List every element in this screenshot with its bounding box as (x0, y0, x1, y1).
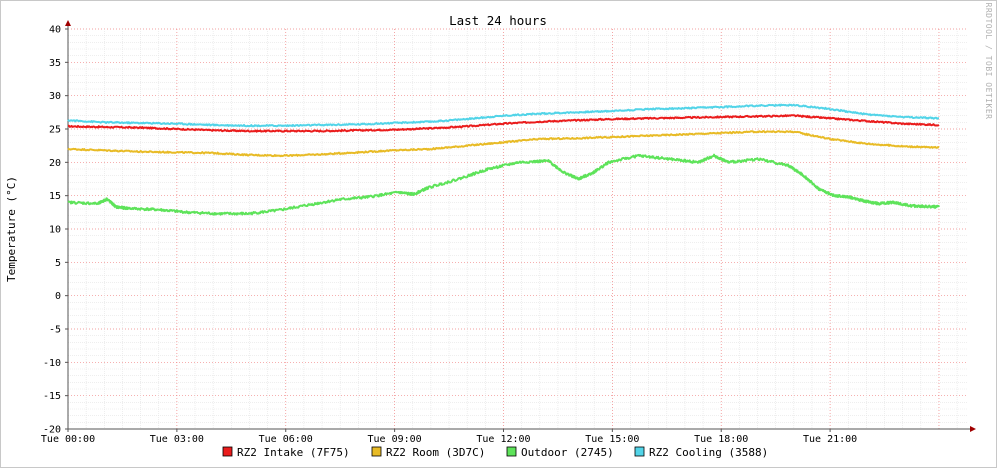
grid (67, 28, 968, 430)
series-lines (67, 103, 940, 216)
x-tick-label: Tue 21:00 (803, 434, 857, 445)
x-tick-label: Tue 03:00 (150, 434, 204, 445)
axes (65, 20, 976, 432)
legend-swatch (506, 446, 517, 457)
y-tick-label: -10 (43, 358, 61, 369)
chart-title: Last 24 hours (449, 13, 547, 28)
legend-swatch (371, 446, 382, 457)
y-tick-label: 20 (49, 158, 61, 169)
series-line (67, 114, 940, 133)
y-tick-label: 25 (49, 125, 61, 136)
y-tick-label: 30 (49, 91, 61, 102)
y-tick-label: 5 (55, 258, 61, 269)
y-axis-label: Temperature (°C) (5, 176, 18, 282)
x-tick-label: Tue 06:00 (259, 434, 313, 445)
legend-swatch (634, 446, 645, 457)
legend: RZ2 Intake (7F75) RZ2 Room (3D7C) Outdoor … (222, 446, 768, 459)
legend-entry: Outdoor (2745) (521, 446, 614, 459)
x-tick-label: Tue 12:00 (476, 434, 530, 445)
y-tick-label: -5 (49, 325, 61, 336)
y-tick-label: 10 (49, 225, 61, 236)
rrdtool-watermark: RRDTOOL / TOBI OETIKER (984, 3, 993, 120)
x-tick-label: Tue 00:00 (41, 434, 95, 445)
series-line (67, 103, 940, 128)
x-tick-labels: Tue 00:00 Tue 03:00 Tue 06:00 Tue 09:00 Tue … (41, 429, 857, 445)
series-line (67, 130, 940, 158)
series-line (67, 153, 940, 216)
y-tick-label: 40 (49, 25, 61, 36)
y-tick-label: 15 (49, 191, 61, 202)
legend-entry: RZ2 Cooling (3588) (649, 446, 768, 459)
y-tick-label: 0 (55, 291, 61, 302)
x-tick-label: Tue 09:00 (368, 434, 422, 445)
x-tick-label: Tue 18:00 (694, 434, 748, 445)
x-axis-arrow (970, 426, 976, 432)
y-tick-labels: 40 35 30 25 20 15 10 5 0 -5 -10 -15 -20 (43, 25, 68, 436)
x-tick-label: Tue 15:00 (585, 434, 639, 445)
legend-entry: RZ2 Room (3D7C) (386, 446, 485, 459)
y-tick-label: 35 (49, 58, 61, 69)
legend-entry: RZ2 Intake (7F75) (237, 446, 350, 459)
y-tick-label: -20 (43, 425, 61, 436)
y-tick-label: -15 (43, 391, 61, 402)
legend-swatch (222, 446, 233, 457)
y-axis-arrow (65, 20, 71, 26)
